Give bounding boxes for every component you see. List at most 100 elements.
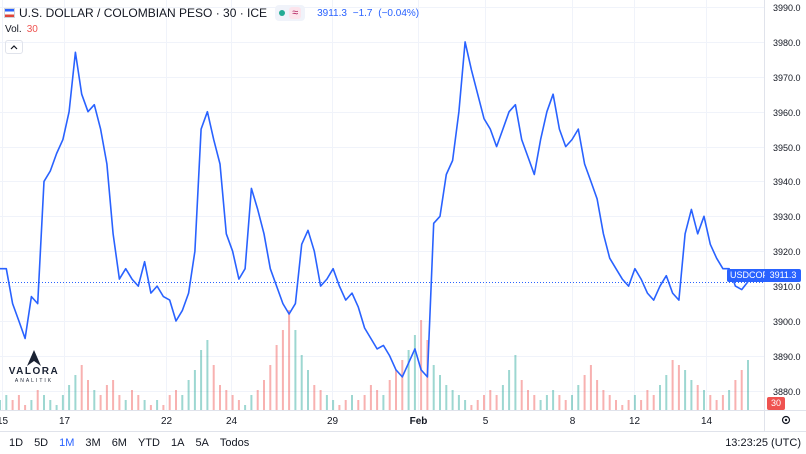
volume-bar xyxy=(508,370,511,410)
collapse-legend-button[interactable] xyxy=(5,40,23,54)
timeframe-5d[interactable]: 5D xyxy=(34,437,49,449)
volume-bar xyxy=(143,400,146,410)
volume-bar xyxy=(445,385,448,410)
volume-bar xyxy=(439,375,441,410)
volume-bar xyxy=(294,330,297,410)
volume-bar xyxy=(0,400,1,410)
volume-bar xyxy=(715,400,718,410)
symbol-title[interactable]: U.S. DOLLAR / COLOMBIAN PESO · 30 · ICE xyxy=(19,6,268,20)
volume-bar xyxy=(55,405,58,410)
volume-bar xyxy=(193,370,196,410)
volume-bar xyxy=(495,395,498,410)
volume-bar xyxy=(432,365,435,410)
volume-bar xyxy=(558,395,561,410)
volume-bar xyxy=(545,395,548,410)
volume-bar xyxy=(721,395,724,410)
valora-logo: VALORA ANALITIK xyxy=(6,350,62,384)
market-status[interactable]: ≈ xyxy=(275,5,306,21)
x-tick-label: Feb xyxy=(410,416,428,427)
volume-bar xyxy=(281,330,284,410)
timeframe-3m[interactable]: 3M xyxy=(85,437,101,449)
timeframe-all[interactable]: Todos xyxy=(219,437,250,449)
volume-bar xyxy=(231,395,234,410)
x-tick-label: 5 xyxy=(483,416,489,427)
y-tick-label: 3890.0 xyxy=(773,352,801,362)
timeframe-5a[interactable]: 5A xyxy=(195,437,209,449)
volume-bar xyxy=(734,380,737,410)
volume-bar xyxy=(17,395,20,410)
price-change-pct: (−0.04%) xyxy=(378,7,420,19)
volume-bar xyxy=(250,395,253,410)
volume-bar xyxy=(68,385,71,410)
time-axis[interactable]: 15 17 22 24 29 Feb 5 8 12 14 xyxy=(0,410,806,432)
volume-bar xyxy=(571,395,573,410)
volume-bar xyxy=(11,400,14,410)
approx-glyph: ≈ xyxy=(289,7,302,19)
price-symbol-tag: USDCOP xyxy=(727,269,772,282)
y-tick-label: 3970.0 xyxy=(773,73,801,83)
volume-bar xyxy=(87,380,89,410)
volume-bar xyxy=(124,400,127,410)
volume-bar xyxy=(527,390,529,410)
volume-bar xyxy=(149,405,152,410)
volume-bar xyxy=(457,395,460,410)
volume-bar xyxy=(696,385,699,410)
timeframe-1m[interactable]: 1M xyxy=(59,437,75,449)
volume-bar xyxy=(659,385,661,410)
volume-bar xyxy=(162,405,165,410)
volume-bar xyxy=(206,340,209,410)
volume-bar xyxy=(49,400,52,410)
volume-bar xyxy=(520,380,523,410)
volume-bar xyxy=(489,390,492,410)
timeframe-selector: 1D 5D 1M 3M 6M YTD 1A 5A Todos xyxy=(0,437,249,449)
volume-bar xyxy=(646,390,649,410)
volume-label: Vol. xyxy=(5,24,22,35)
volume-bar xyxy=(615,400,617,410)
volume-legend[interactable]: Vol. 30 xyxy=(5,24,38,35)
gear-icon[interactable] xyxy=(780,414,792,426)
clock-time[interactable]: 13:23:25 (UTC) xyxy=(725,437,801,449)
volume-bar xyxy=(30,400,33,410)
volume-bar xyxy=(627,400,630,410)
volume-bar xyxy=(36,390,39,410)
volume-bar xyxy=(313,385,316,410)
volume-bar xyxy=(514,355,517,410)
timeframe-6m[interactable]: 6M xyxy=(111,437,127,449)
volume-bar xyxy=(131,390,133,410)
volume-bar xyxy=(5,395,8,410)
volume-bar xyxy=(99,395,102,410)
volume-bar xyxy=(137,395,140,410)
volume-bar xyxy=(288,310,291,410)
x-tick-label: 24 xyxy=(226,416,238,427)
timeframe-1d[interactable]: 1D xyxy=(9,437,24,449)
timeframe-ytd[interactable]: YTD xyxy=(137,437,160,449)
y-tick-label: 3900.0 xyxy=(773,317,801,327)
volume-bar xyxy=(483,395,485,410)
price-axis[interactable]: 3880.0 3890.0 3900.0 3910.0 3920.0 3930.0 3940… xyxy=(764,0,801,432)
last-price: 3911.3 xyxy=(317,7,347,19)
volume-bar xyxy=(338,405,341,410)
volume-bar xyxy=(168,395,171,410)
volume-bar xyxy=(451,390,454,410)
volume-bar xyxy=(61,395,64,410)
volume-bar xyxy=(652,395,655,410)
volume-bar xyxy=(501,385,504,410)
timeframe-1a[interactable]: 1A xyxy=(170,437,185,449)
volume-bar xyxy=(156,400,159,410)
volume-bar xyxy=(671,360,674,410)
volume-bar xyxy=(74,375,77,410)
volume-bar xyxy=(307,370,309,410)
volume-bar xyxy=(269,365,272,410)
volume-bar xyxy=(43,395,45,410)
volume-bar xyxy=(369,385,372,410)
volume-bar xyxy=(684,370,687,410)
volume-bar xyxy=(319,390,322,410)
volume-bar xyxy=(325,395,328,410)
volume-bar xyxy=(589,365,592,410)
market-open-dot-icon xyxy=(279,10,286,16)
volume-bar xyxy=(665,375,668,410)
chevron-up-icon xyxy=(10,45,18,50)
y-tick-label: 3880.0 xyxy=(773,387,801,397)
symbol-header[interactable]: U.S. DOLLAR / COLOMBIAN PESO · 30 · ICE … xyxy=(4,5,422,21)
